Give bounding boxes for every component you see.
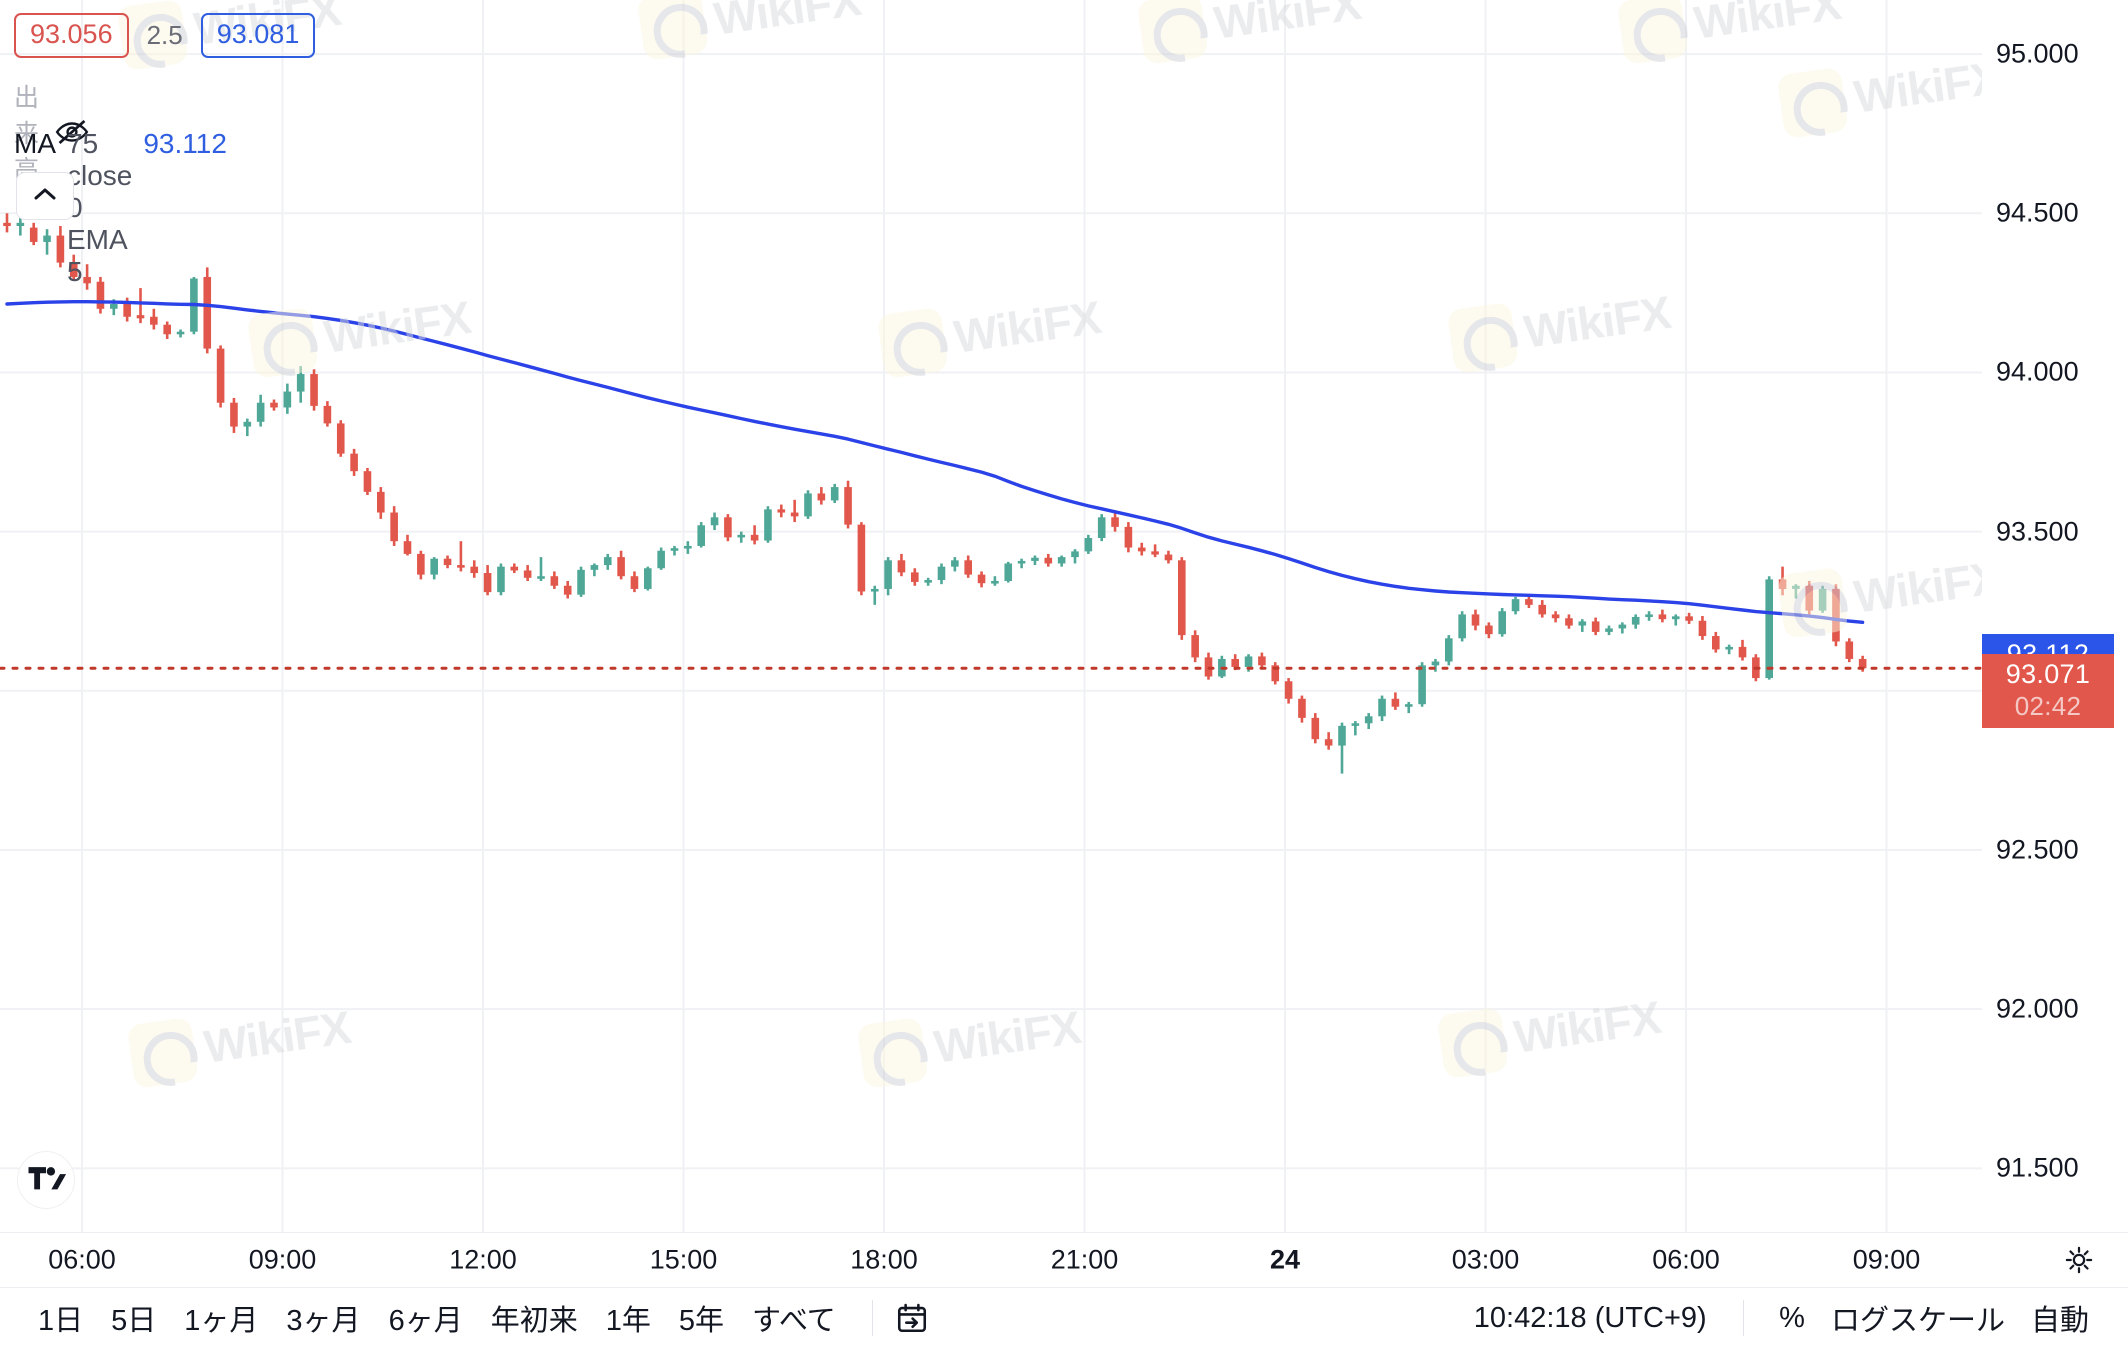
- log-scale-button[interactable]: ログスケール: [1830, 1305, 2005, 1337]
- toolbar-right-group[interactable]: 10:42:18 (UTC+9) % ログスケール 自動: [1460, 1293, 2128, 1343]
- toolbar-divider-2: [1742, 1300, 1745, 1336]
- time-tick-label: 09:00: [248, 1244, 317, 1275]
- ask-price-pill[interactable]: 93.081: [200, 13, 316, 59]
- auto-scale-button[interactable]: 自動: [2030, 1305, 2089, 1337]
- price-tick-label: 92.500: [1996, 834, 2079, 865]
- toolbar-divider-1: [871, 1300, 874, 1336]
- ma-legend-row[interactable]: MA 75 close 0 EMA 5 93.112: [14, 128, 227, 288]
- range-button[interactable]: 年初来: [490, 1305, 578, 1337]
- bottom-toolbar[interactable]: 1日 5日 1ヶ月 3ヶ月 6ヶ月 年初来 1年 5年 すべて 10:42:18 (UTC+9)…: [0, 1288, 2128, 1348]
- calendar-go-icon[interactable]: [895, 1301, 929, 1335]
- time-tick-label: 09:00: [1852, 1244, 1921, 1275]
- gear-icon[interactable]: [2064, 1245, 2094, 1275]
- chevron-up-icon: [32, 185, 58, 208]
- price-tick-label: 94.500: [1996, 197, 2079, 228]
- eye-off-icon[interactable]: [55, 119, 89, 145]
- time-tick-label: 15:00: [649, 1244, 718, 1275]
- range-button[interactable]: 5年: [678, 1305, 724, 1337]
- time-tick-label: 03:00: [1451, 1244, 1520, 1275]
- range-button[interactable]: 3ヶ月: [286, 1305, 361, 1337]
- time-axis[interactable]: 06:00 09:00 12:00 15:00 18:00 21:00 24 03:00 06:…: [0, 1232, 2128, 1288]
- price-tick-label: 94.000: [1996, 356, 2079, 387]
- percent-scale-button[interactable]: %: [1779, 1301, 1805, 1334]
- range-button[interactable]: 1ヶ月: [184, 1305, 259, 1337]
- clock-label: 10:42:18 (UTC+9): [1473, 1301, 1707, 1334]
- price-axis[interactable]: 95.000 94.500 94.000 93.500 92.500 92.000 91.5…: [1982, 0, 2128, 1232]
- ma-indicator-name: MA: [14, 128, 56, 159]
- price-tick-label: 92.000: [1996, 993, 2079, 1024]
- price-tick-label: 93.500: [1996, 516, 2079, 547]
- spread-value: 2.5: [146, 20, 183, 51]
- quote-row: 93.056 2.5 93.081: [14, 13, 316, 59]
- range-button[interactable]: 1日: [38, 1305, 84, 1337]
- chart-pane[interactable]: [0, 0, 1982, 1232]
- ma-indicator-params: 75 close 0 EMA 5: [67, 128, 133, 287]
- last-price-badge[interactable]: 93.071 02:42: [1982, 654, 2114, 729]
- range-button[interactable]: 5日: [111, 1305, 157, 1337]
- time-tick-label: 24: [1269, 1244, 1301, 1275]
- price-tick-label: 95.000: [1996, 38, 2079, 69]
- range-button[interactable]: 1年: [605, 1305, 651, 1337]
- range-button-group[interactable]: 1日 5日 1ヶ月 3ヶ月 6ヶ月 年初来 1年 5年 すべて: [0, 1293, 850, 1343]
- bar-countdown: 02:42: [2014, 691, 2082, 722]
- candlestick-plot[interactable]: [0, 0, 1982, 1232]
- last-price-value: 93.071: [2005, 659, 2091, 690]
- time-tick-label: 18:00: [850, 1244, 918, 1275]
- price-tick-label: 91.500: [1996, 1152, 2079, 1183]
- range-button[interactable]: 6ヶ月: [388, 1305, 463, 1337]
- time-tick-label: 21:00: [1050, 1244, 1119, 1275]
- time-tick-label: 12:00: [449, 1244, 517, 1275]
- time-tick-label: 06:00: [1652, 1244, 1720, 1275]
- tradingview-logo-icon[interactable]: [18, 1152, 74, 1208]
- bid-price-pill[interactable]: 93.056: [14, 13, 129, 59]
- time-tick-label: 06:00: [48, 1244, 116, 1275]
- ma-indicator-value: 93.112: [143, 128, 227, 159]
- collapse-pane-button[interactable]: [16, 172, 74, 220]
- range-button[interactable]: すべて: [752, 1305, 836, 1337]
